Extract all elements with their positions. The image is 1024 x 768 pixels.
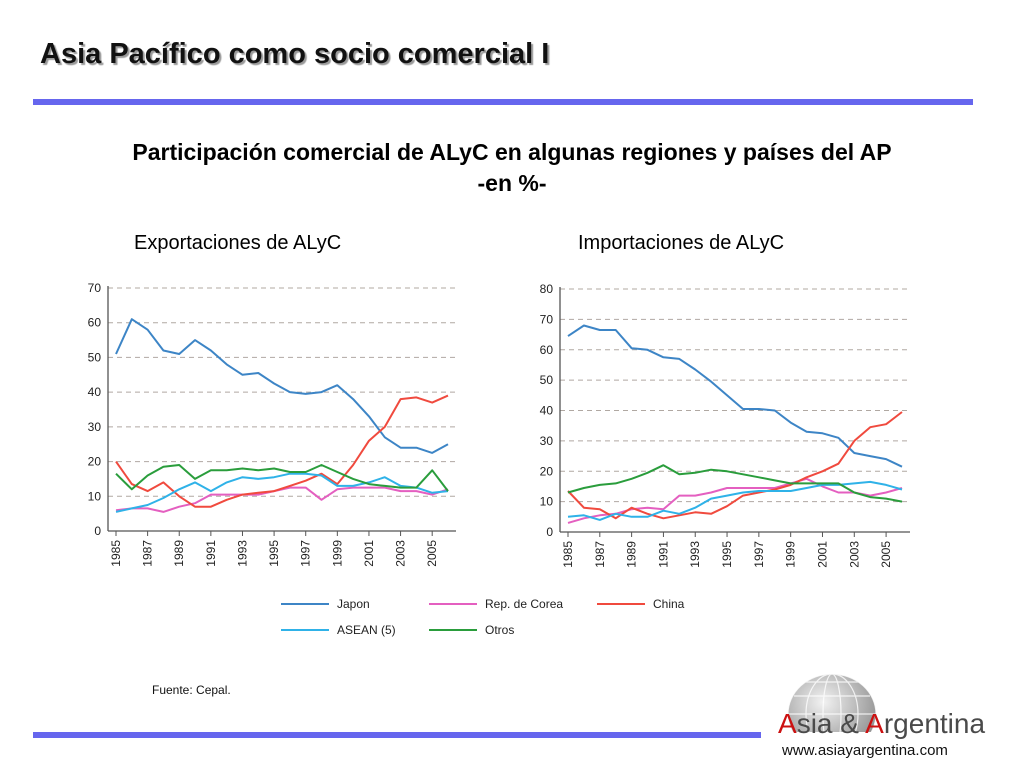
exports-series-rep-de-corea (115, 486, 449, 513)
imports-series-asean-5 (567, 480, 903, 521)
imports-ytick-label-40: 40 (540, 404, 554, 418)
exports-xtick-label-1987: 1987 (141, 540, 155, 567)
logo-cap-a2: A (865, 708, 884, 739)
logo-cap-a1: A (778, 708, 797, 739)
exports-xtick-label-1997: 1997 (299, 540, 313, 567)
exports-series-asean-5 (115, 472, 449, 513)
imports-ytick-label-30: 30 (540, 434, 554, 448)
slide-title: Asia Pacífico como socio comercial I (40, 38, 550, 70)
legend-label-corea: Rep. de Corea (485, 597, 564, 611)
imports-xtick-label-1989: 1989 (625, 541, 639, 568)
logo-word-2: rgentina (883, 708, 986, 739)
imports-xtick-label-1999: 1999 (784, 541, 798, 568)
legend-swatch-otros (429, 629, 477, 631)
imports-xtick-label-2001: 2001 (815, 541, 829, 568)
legend-item-china: China (597, 597, 684, 611)
imports-series-china (567, 411, 903, 520)
imports-xtick-label-1997: 1997 (752, 541, 766, 568)
imports-ytick-label-60: 60 (540, 343, 554, 357)
imports-ytick-label-0: 0 (546, 525, 553, 539)
exports-series-china (115, 394, 449, 508)
exports-xtick-label-1999: 1999 (330, 540, 344, 567)
exports-xtick-label-1985: 1985 (109, 540, 123, 567)
source-note: Fuente: Cepal. (152, 683, 231, 697)
subtitle-line-1: Participación comercial de ALyC en algun… (132, 139, 892, 165)
exports-chart-title: Exportaciones de ALyC (134, 232, 342, 254)
exports-ytick-label-10: 10 (88, 489, 102, 503)
exports-series-japon (115, 318, 449, 454)
exports-ytick-label-20: 20 (88, 455, 102, 469)
legend-swatch-japon (281, 603, 329, 605)
legend-label-japon: Japon (337, 597, 370, 611)
exports-ytick-label-30: 30 (88, 420, 102, 434)
chart-legend: Japon Rep. de Corea China ASEAN (5) Otro… (281, 592, 741, 642)
exports-xtick-label-2001: 2001 (362, 540, 376, 567)
imports-xtick-label-1993: 1993 (688, 541, 702, 568)
imports-xtick-label-2003: 2003 (847, 541, 861, 568)
imports-ytick-label-80: 80 (540, 282, 554, 296)
legend-swatch-asean (281, 629, 329, 631)
exports-xtick-label-1993: 1993 (235, 540, 249, 567)
imports-ytick-label-10: 10 (540, 495, 554, 509)
imports-series-japon (567, 324, 903, 468)
exports-xtick-label-1991: 1991 (204, 540, 218, 567)
subtitle-line-2: -en %- (477, 170, 547, 196)
imports-series-rep-de-corea (567, 477, 903, 524)
asia-argentina-logo: Asia & Argentina www.asiayargentina.com (772, 668, 994, 764)
slide-subtitle: Participación comercial de ALyC en algun… (20, 137, 1004, 199)
exports-ytick-label-50: 50 (88, 350, 102, 364)
imports-ytick-label-70: 70 (540, 312, 554, 326)
imports-series-otros (567, 464, 903, 503)
bottom-divider (33, 732, 761, 738)
exports-xtick-label-1989: 1989 (172, 540, 186, 567)
logo-wordmark: Asia & Argentina (778, 708, 985, 740)
top-divider (33, 99, 973, 105)
exports-ytick-label-0: 0 (94, 524, 101, 538)
globe-icon (787, 674, 877, 732)
legend-item-otros: Otros (429, 623, 514, 637)
legend-item-corea: Rep. de Corea (429, 597, 563, 611)
exports-ytick-label-70: 70 (88, 281, 102, 295)
exports-ytick-label-40: 40 (88, 385, 102, 399)
legend-item-asean: ASEAN (5) (281, 623, 396, 637)
legend-swatch-china (597, 603, 645, 605)
imports-ytick-label-50: 50 (540, 373, 554, 387)
imports-xtick-label-1995: 1995 (720, 541, 734, 568)
imports-xtick-label-2005: 2005 (879, 541, 893, 568)
imports-xtick-label-1987: 1987 (593, 541, 607, 568)
legend-swatch-corea (429, 603, 477, 605)
logo-word-1: sia & (796, 708, 866, 739)
legend-label-china: China (653, 597, 685, 611)
exports-xtick-label-2003: 2003 (394, 540, 408, 567)
exports-xtick-label-2005: 2005 (425, 540, 439, 567)
exports-ytick-label-60: 60 (88, 316, 102, 330)
imports-ytick-label-20: 20 (540, 464, 554, 478)
logo-url[interactable]: www.asiayargentina.com (782, 742, 948, 759)
imports-xtick-label-1985: 1985 (561, 541, 575, 568)
legend-label-asean: ASEAN (5) (337, 623, 396, 637)
legend-label-otros: Otros (485, 623, 515, 637)
exports-xtick-label-1995: 1995 (267, 540, 281, 567)
exports-series-otros (115, 464, 449, 492)
imports-chart-title: Importaciones de ALyC (578, 232, 785, 254)
imports-xtick-label-1991: 1991 (656, 541, 670, 568)
legend-item-japon: Japon (281, 597, 370, 611)
